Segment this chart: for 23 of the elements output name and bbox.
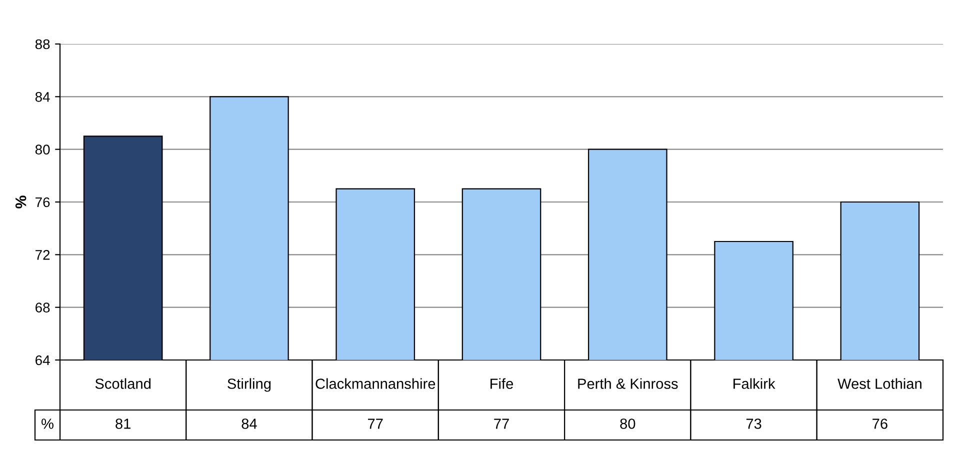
x-tick-label: Falkirk <box>734 378 776 389</box>
data-label: 80 <box>620 418 636 429</box>
x-tick-label: West Lothian <box>838 378 922 389</box>
data-label: 73 <box>746 418 762 429</box>
data-label: 77 <box>494 418 509 429</box>
data-label: 84 <box>242 418 257 429</box>
y-tick-label: 84 <box>35 92 50 102</box>
x-tick-label: Stirling <box>228 378 271 392</box>
text: % <box>42 418 54 429</box>
y-tick-label: 72 <box>36 250 50 260</box>
y-tick-label: 64 <box>36 355 50 366</box>
y-tick-label: 76 <box>36 197 50 208</box>
data-label: 76 <box>872 418 888 429</box>
y-tick-label: 88 <box>35 39 50 50</box>
y-tick-label: 80 <box>35 144 50 155</box>
data-label: 77 <box>368 418 383 429</box>
x-tick-label: Scotland <box>95 378 151 389</box>
x-tick-label: Clackmannanshire <box>316 378 436 389</box>
x-tick-label: Perth & Kinross <box>578 378 678 389</box>
x-tick-label: Fife <box>490 378 514 389</box>
y-axis-title: % <box>15 196 26 208</box>
data-label: 81 <box>116 418 130 429</box>
y-tick-label: 68 <box>36 302 50 313</box>
